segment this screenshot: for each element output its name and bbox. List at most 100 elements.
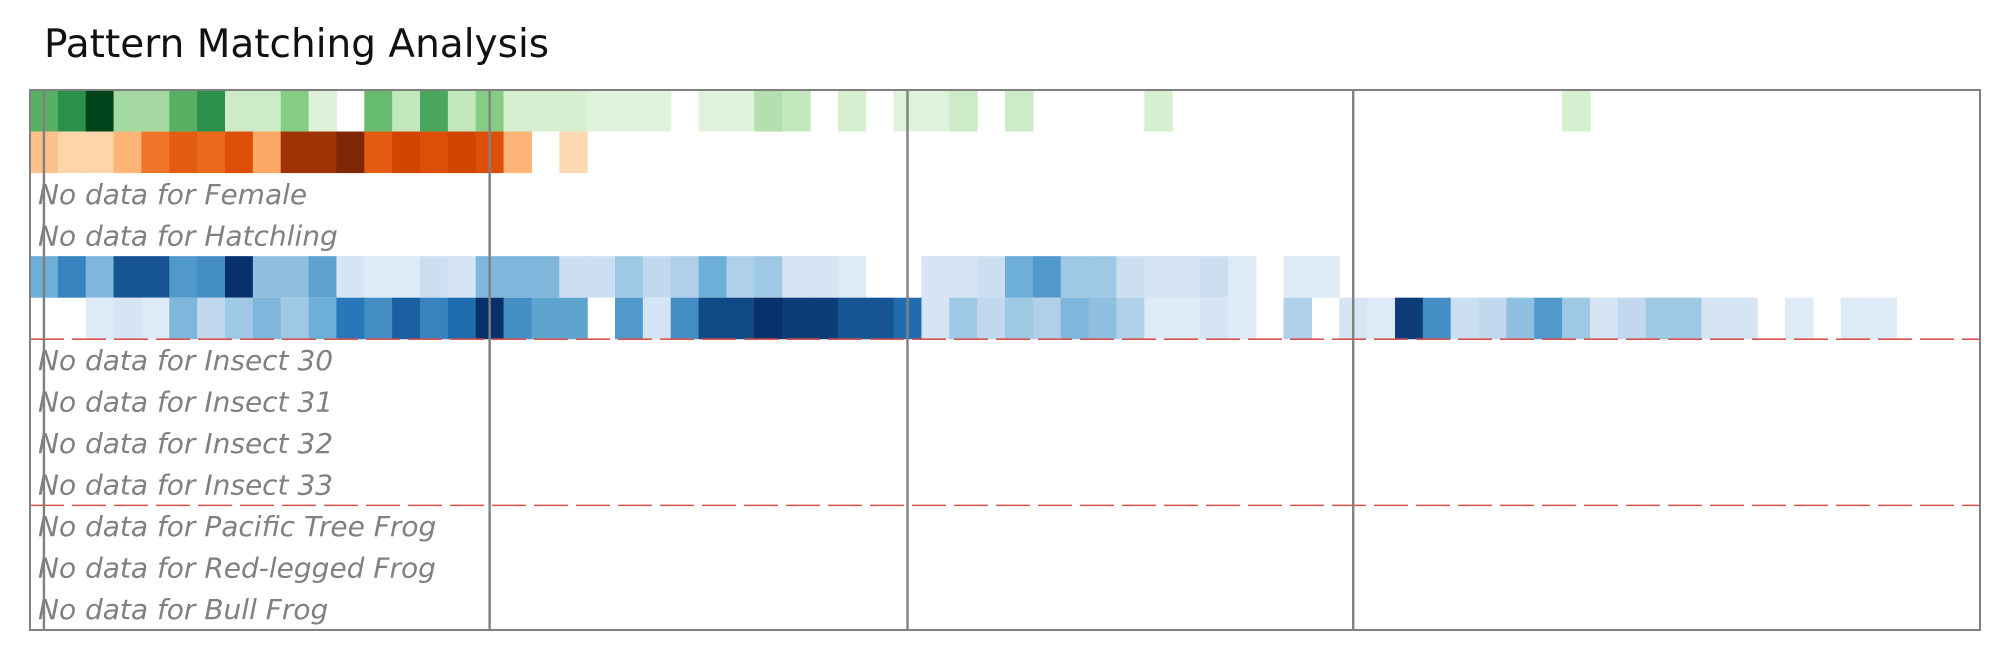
heatmap-cell — [1116, 256, 1145, 298]
heatmap-cell — [252, 131, 282, 174]
heatmap-cell — [1032, 297, 1062, 340]
heatmap-cell — [837, 90, 867, 132]
heatmap-cell — [1506, 297, 1535, 340]
heatmap-cell — [531, 297, 560, 340]
heatmap-cell — [754, 256, 783, 298]
heatmap-cell — [642, 256, 672, 298]
nodata-label: No data for Female — [38, 178, 307, 211]
heatmap-cell — [1172, 256, 1201, 298]
heatmap-cell — [392, 256, 421, 298]
heatmap-cell — [197, 256, 226, 298]
separator-lines — [30, 90, 1980, 630]
heatmap-cell — [670, 256, 700, 298]
heatmap-cell — [1227, 297, 1257, 340]
heatmap-cell — [420, 131, 449, 174]
heatmap-cell — [1283, 256, 1313, 298]
heatmap-cell — [225, 131, 254, 174]
heatmap-cell — [977, 256, 1006, 298]
heatmap-cell — [85, 90, 115, 132]
heatmap-cell — [197, 90, 226, 132]
heatmap-cell — [336, 297, 365, 340]
heatmap-cell — [169, 297, 198, 340]
heatmap-cell — [364, 256, 393, 298]
heatmap-cell — [1060, 297, 1090, 340]
heatmap-cell — [197, 297, 226, 340]
heatmap-cell — [782, 297, 811, 340]
heatmap-cell — [57, 256, 87, 298]
heatmap-cell — [308, 256, 338, 298]
heatmap-cell — [364, 90, 393, 132]
plot-frame — [29, 89, 1981, 631]
heatmap-cell — [503, 256, 533, 298]
heatmap-cell — [782, 256, 811, 298]
heatmap-cell — [949, 256, 978, 298]
heatmap-cell — [169, 256, 198, 298]
heatmap-cell — [1367, 297, 1396, 340]
heatmap-cell — [280, 256, 310, 298]
heatmap-cell — [1701, 297, 1730, 340]
heatmap-cell — [85, 256, 115, 298]
heatmap-cell — [503, 297, 533, 340]
heatmap-cell — [280, 297, 310, 340]
heatmap-cell — [615, 90, 644, 132]
heatmap-cell — [447, 297, 477, 340]
nodata-label: No data for Insect 31 — [38, 386, 333, 419]
heatmap-cell — [1227, 256, 1257, 298]
heatmap-cell — [1590, 297, 1619, 340]
nodata-label: No data for Insect 33 — [38, 469, 333, 502]
heatmap-cell — [1200, 297, 1229, 340]
heatmap-cell — [169, 131, 198, 174]
heatmap-cell — [113, 256, 143, 298]
heatmap-cell — [1005, 90, 1034, 132]
heatmap-cell — [113, 131, 143, 174]
heatmap-cell — [503, 131, 533, 174]
heatmap-cell — [559, 297, 588, 340]
heatmap-cell — [420, 297, 449, 340]
heatmap-cell — [782, 90, 811, 132]
heatmap-cell — [280, 90, 310, 132]
heatmap-cell — [364, 297, 393, 340]
heatmap-cell — [726, 256, 755, 298]
heatmap-cell — [921, 256, 950, 298]
nodata-label: No data for Pacific Tree Frog — [38, 510, 436, 543]
heatmap-cell — [225, 297, 254, 340]
heatmap-cell — [308, 297, 338, 340]
heatmap-cell — [447, 256, 477, 298]
heatmap-cell — [1088, 297, 1118, 340]
heatmap-cell — [364, 131, 393, 174]
nodata-labels: No data for Female No data for Hatchling N… — [38, 178, 436, 626]
heatmap-cell — [642, 297, 672, 340]
heatmap-cell — [57, 131, 87, 174]
heatmap-cell — [169, 90, 198, 132]
heatmap-cell — [141, 256, 170, 298]
heatmap-cell — [1868, 297, 1898, 340]
heatmap-cell — [336, 131, 365, 174]
heatmap-cell — [1200, 256, 1229, 298]
heatmap-cell — [615, 256, 644, 298]
heatmap-cell — [810, 256, 839, 298]
heatmap-cell — [1116, 297, 1145, 340]
heatmap-cell — [670, 297, 700, 340]
heatmap-cell — [1645, 297, 1675, 340]
heatmap-cell — [1144, 90, 1173, 132]
heatmap-cell — [141, 90, 170, 132]
heatmap-cell — [308, 131, 338, 174]
heatmap-cell — [252, 256, 282, 298]
nodata-label: No data for Bull Frog — [38, 593, 328, 626]
nodata-label: No data for Insect 30 — [38, 344, 333, 377]
heatmap-cell — [921, 90, 950, 132]
heatmap-cell — [447, 131, 477, 174]
heatmap-cell — [587, 256, 616, 298]
heatmap-cell — [252, 297, 282, 340]
heatmap-cell — [1060, 256, 1090, 298]
heatmap-cell — [1617, 297, 1647, 340]
heatmap-cell — [1840, 297, 1870, 340]
heatmap-cell — [280, 131, 310, 174]
nodata-label: No data for Hatchling — [38, 219, 338, 252]
heatmap-cell — [921, 297, 950, 340]
heatmap-cell — [392, 131, 421, 174]
heatmap-cell — [113, 297, 143, 340]
heatmap-cell — [197, 131, 226, 174]
heatmap-cell — [531, 256, 560, 298]
heatmap-cell — [420, 90, 449, 132]
